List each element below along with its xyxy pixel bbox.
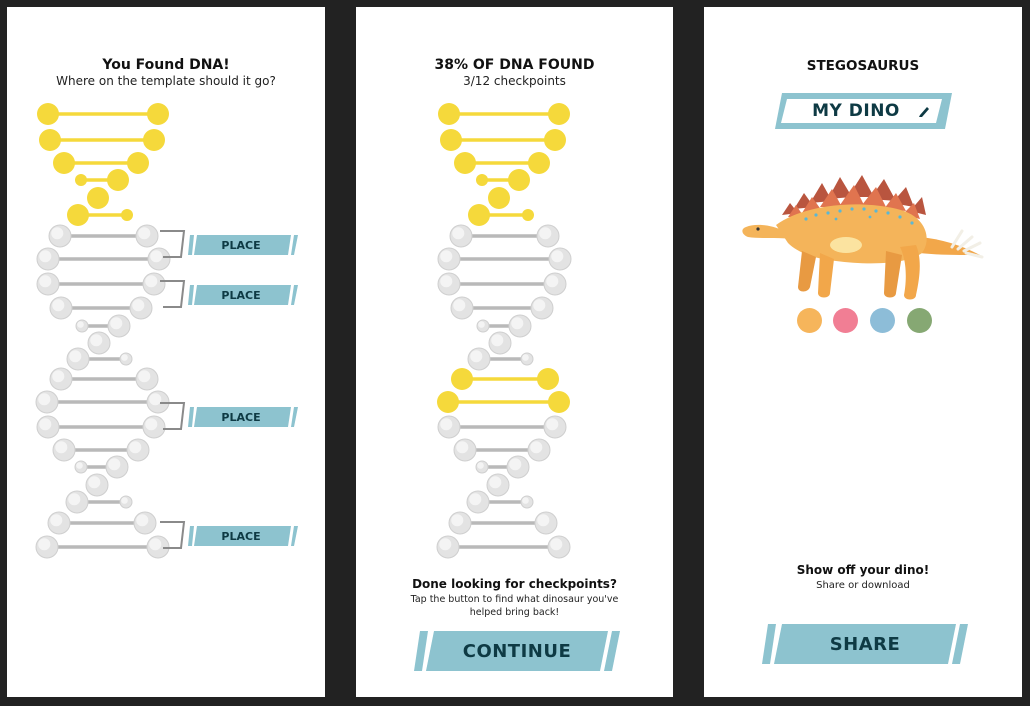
- empty-dna-rung: [437, 415, 567, 439]
- dino-name: STEGOSAURUS: [806, 58, 920, 74]
- dino-result-screen: STEGOSAURUS MY DINO: [704, 7, 1022, 697]
- place-slot[interactable]: PLACE: [160, 521, 298, 549]
- empty-dna-rung: [453, 438, 551, 462]
- empty-dna-rung: [450, 296, 554, 320]
- eye: [756, 227, 760, 231]
- front-leg-back: [798, 251, 816, 292]
- empty-dna-rung: [75, 314, 131, 338]
- empty-dna-rung: [475, 455, 530, 479]
- empty-dna-rung: [437, 247, 572, 271]
- empty-dna-rung: [66, 347, 133, 371]
- screen-title: You Found DNA!: [102, 57, 230, 73]
- my-dino-button[interactable]: MY DINO: [774, 91, 954, 131]
- place-label: PLACE: [221, 289, 260, 302]
- found-dna-rung: [476, 169, 530, 191]
- share-subtitle: Share or download: [816, 580, 910, 591]
- dna-progress-screen: 38% OF DNA FOUND 3/12 checkpoints Done l…: [356, 7, 673, 697]
- place-label: PLACE: [221, 239, 260, 252]
- empty-dna-rung: [476, 314, 532, 338]
- empty-dna-rung: [437, 272, 567, 296]
- empty-dna-rung: [52, 438, 150, 462]
- share-button[interactable]: SHARE: [762, 624, 968, 664]
- empty-dna-rung: [49, 296, 153, 320]
- found-checkpoint-rung: [451, 368, 559, 390]
- empty-dna-rung: [47, 511, 157, 535]
- prompt-title: Done looking for checkpoints?: [412, 577, 617, 591]
- empty-dna-rung: [466, 490, 534, 514]
- skin-spots: [804, 207, 914, 225]
- found-dna-rung: [454, 152, 550, 174]
- continue-button-shape: [414, 631, 620, 671]
- found-dna-rung: [37, 103, 169, 125]
- empty-dna-rung: [48, 224, 159, 248]
- place-label: PLACE: [221, 411, 260, 424]
- empty-dna-rung: [74, 455, 129, 479]
- prompt-text-line1: Tap the button to find what dinosaur you…: [410, 594, 619, 605]
- empty-dna-rung: [85, 473, 109, 497]
- found-dna-rung: [440, 129, 566, 151]
- found-dna-rung: [39, 129, 165, 151]
- stegosaurus-illustration: [742, 175, 984, 300]
- share-button-shape: [762, 624, 968, 664]
- color-swatch-blue[interactable]: [870, 308, 895, 333]
- progress-title: 38% OF DNA FOUND: [434, 57, 595, 73]
- prompt-text-line2: helped bring back!: [469, 607, 560, 618]
- empty-dna-rung: [449, 224, 560, 248]
- empty-dna-rung: [36, 272, 166, 296]
- found-dna-rung: [468, 204, 534, 226]
- empty-dna-rung: [486, 473, 510, 497]
- body: [776, 204, 927, 264]
- continue-button[interactable]: CONTINUE: [414, 631, 620, 671]
- hind-leg: [900, 245, 920, 300]
- share-label: SHARE: [829, 633, 901, 655]
- share-title: Show off your dino!: [796, 563, 930, 577]
- empty-dna-rung: [65, 490, 133, 514]
- place-slot[interactable]: PLACE: [160, 402, 298, 430]
- color-swatch-green[interactable]: [907, 308, 932, 333]
- found-dna-rung: [75, 169, 129, 191]
- empty-dna-rung: [488, 331, 512, 355]
- my-dino-frame: [775, 93, 952, 129]
- front-leg: [818, 253, 834, 298]
- empty-dna-rung: [35, 390, 170, 414]
- found-dna-rung: [87, 187, 109, 209]
- place-slot[interactable]: PLACE: [160, 230, 298, 258]
- empty-dna-rung: [36, 247, 171, 271]
- empty-dna-rung: [467, 347, 534, 371]
- empty-dna-rung: [35, 535, 170, 559]
- empty-dna-rung: [436, 535, 571, 559]
- place-slot[interactable]: PLACE: [160, 280, 298, 308]
- my-dino-label: MY DINO: [812, 101, 900, 121]
- found-dna-rung: [488, 187, 510, 209]
- checkpoint-count: 3/12 checkpoints: [463, 74, 566, 88]
- screen-subtitle: Where on the template should it go?: [56, 74, 276, 88]
- head-neck: [742, 224, 790, 239]
- dna-placement-screen: You Found DNA! Where on the template sho…: [7, 7, 325, 697]
- color-swatch-orange[interactable]: [797, 308, 822, 333]
- found-checkpoint-rung: [437, 391, 570, 413]
- belly: [830, 237, 862, 253]
- found-dna-rung: [438, 103, 570, 125]
- dna-helix-progress: [436, 103, 572, 559]
- place-label: PLACE: [221, 530, 260, 543]
- empty-dna-rung: [49, 367, 159, 391]
- empty-dna-rung: [87, 331, 111, 355]
- found-dna-rung: [53, 152, 149, 174]
- tail-spikes: [950, 229, 984, 259]
- color-swatch-pink[interactable]: [833, 308, 858, 333]
- continue-label: CONTINUE: [462, 640, 572, 662]
- pencil-icon[interactable]: [917, 104, 931, 118]
- empty-dna-rung: [448, 511, 558, 535]
- empty-dna-rung: [36, 415, 166, 439]
- dna-helix-template: PLACE PLACE PLACE PLACE: [35, 103, 298, 559]
- hind-leg-back: [884, 251, 902, 298]
- found-dna-rung: [67, 204, 133, 226]
